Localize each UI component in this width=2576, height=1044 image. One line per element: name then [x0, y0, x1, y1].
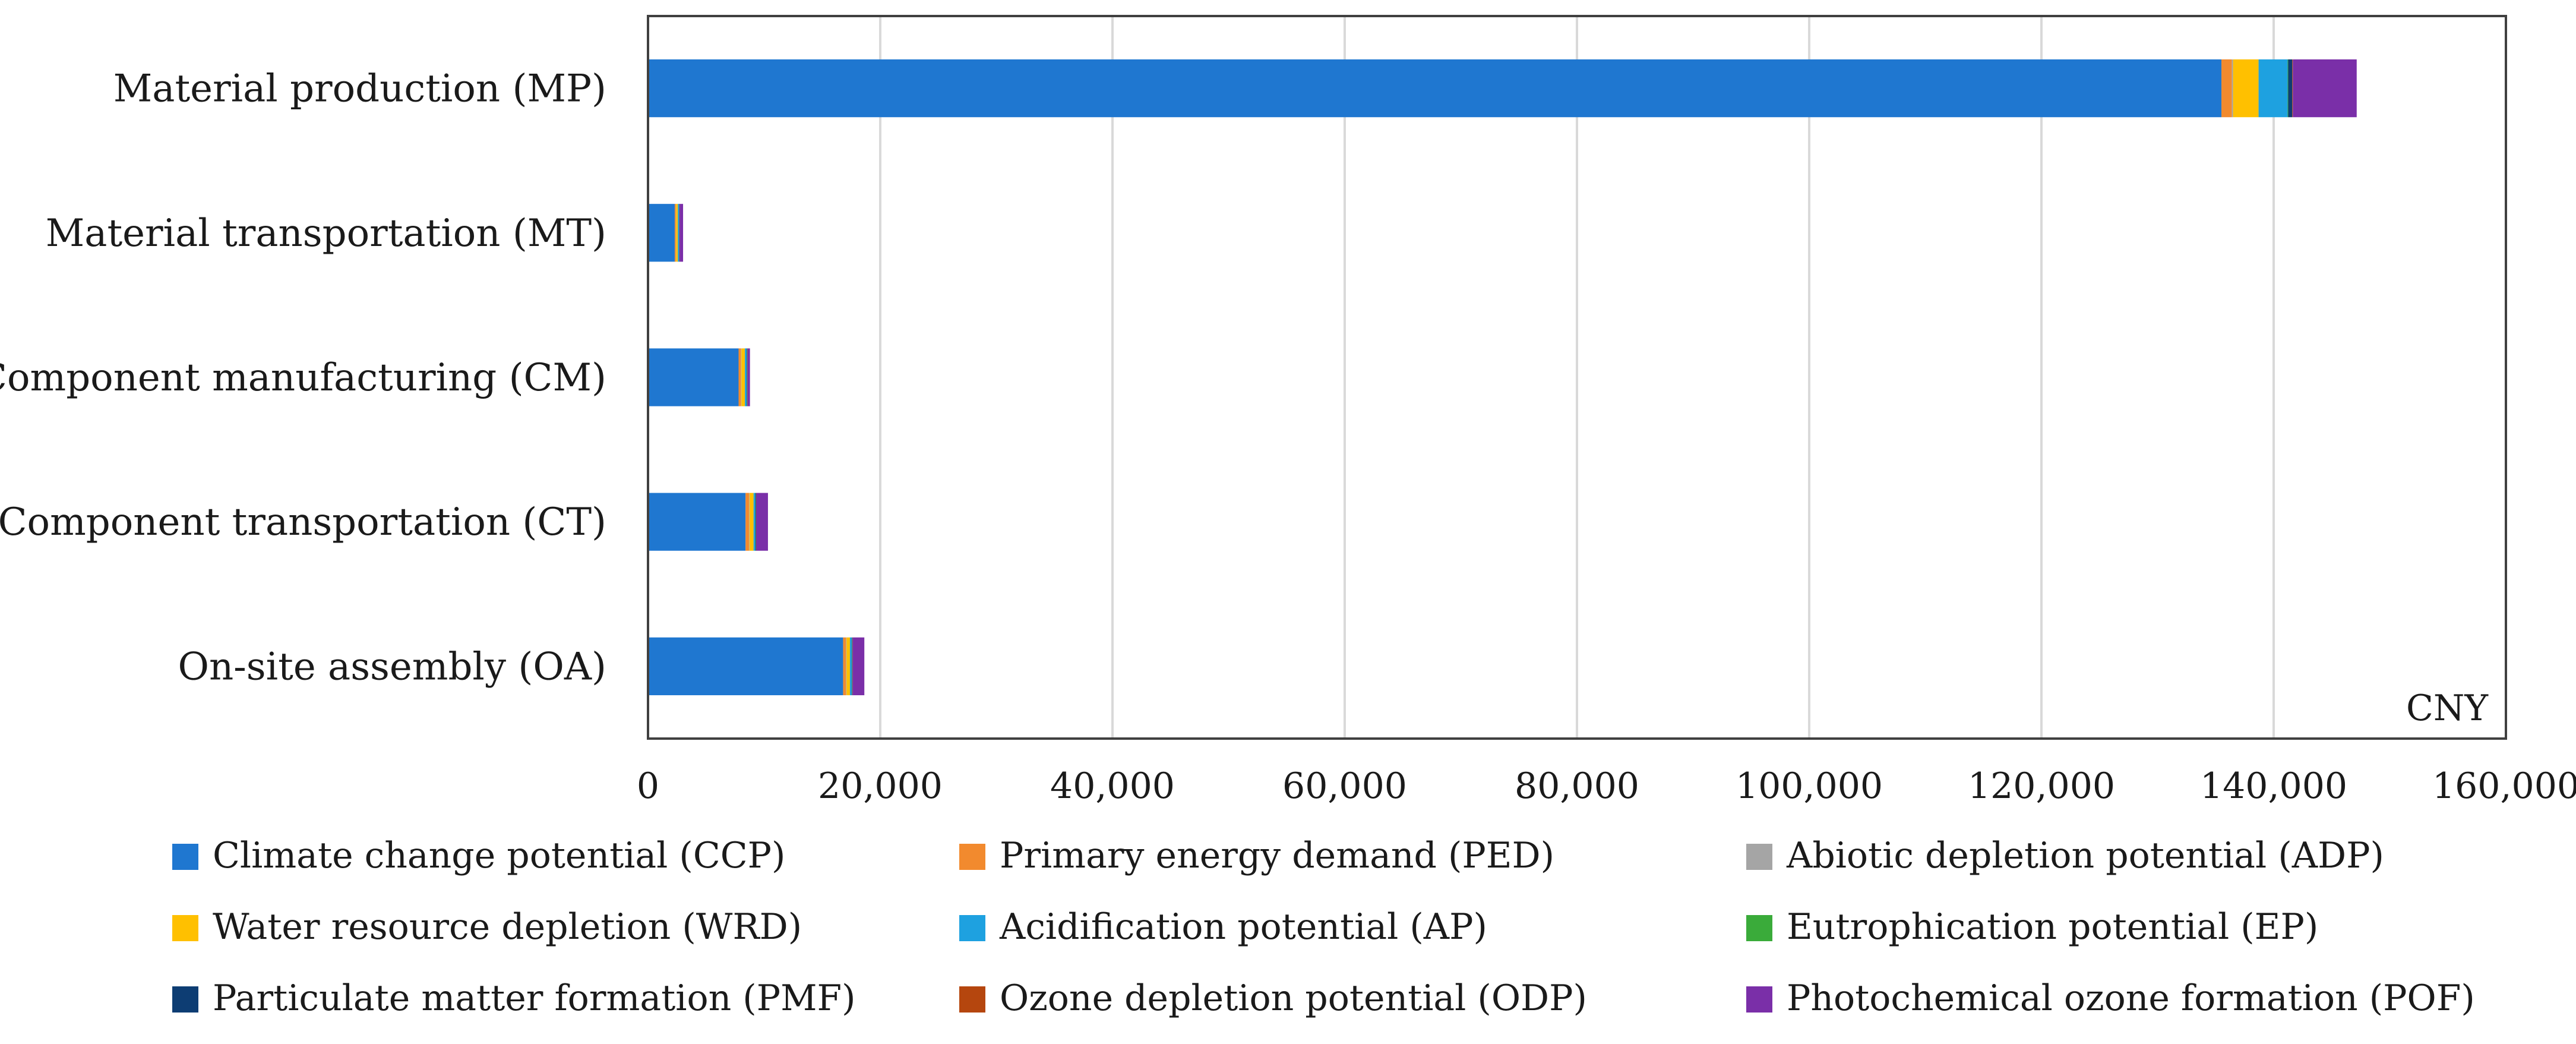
- bar-segment: [648, 348, 738, 406]
- legend-label: Primary energy demand (PED): [1000, 835, 1554, 876]
- bar-segment: [745, 493, 749, 551]
- bar-segment: [748, 348, 750, 406]
- legend-label: Particulate matter formation (PMF): [213, 977, 856, 1019]
- legend: Climate change potential (CCP) Primary en…: [172, 835, 2475, 1019]
- category-label: On-site assembly (OA): [178, 645, 606, 689]
- bar-segment: [676, 204, 678, 261]
- legend-swatch: [1746, 986, 1772, 1013]
- x-tick-label: 160,000: [2432, 765, 2576, 807]
- legend-swatch: [1746, 844, 1772, 870]
- x-axis-tick-labels: 0 20,000 40,000 60,000 80,000 100,000 120,000 1…: [637, 765, 2576, 807]
- legend-label: Acidification potential (AP): [999, 906, 1487, 948]
- x-tick-label: 120,000: [1968, 765, 2115, 807]
- bar-segment: [675, 204, 676, 261]
- category-labels: Material production (MP) Material transpo…: [0, 67, 606, 689]
- bars: [648, 59, 2357, 695]
- x-tick-label: 20,000: [818, 765, 943, 807]
- bar-segment: [754, 493, 756, 551]
- bar-segment: [2287, 59, 2288, 117]
- legend-label: Water resource depletion (WRD): [213, 906, 802, 948]
- bar-segment: [679, 204, 683, 261]
- legend-label: Photochemical ozone formation (POF): [1787, 977, 2475, 1019]
- category-label: Material transportation (MT): [46, 212, 606, 256]
- bar-segment: [843, 638, 846, 695]
- bar-segment: [738, 348, 741, 406]
- legend-swatch: [959, 844, 985, 870]
- x-tick-label: 0: [637, 765, 659, 807]
- bar-segment: [850, 638, 852, 695]
- bar-segment: [853, 638, 865, 695]
- bar-segment: [749, 493, 750, 551]
- bar-segment: [750, 493, 754, 551]
- bar-segment: [846, 638, 850, 695]
- gridlines: [880, 16, 2274, 739]
- category-label: Component transportation (CT): [0, 500, 606, 544]
- x-tick-label: 80,000: [1515, 765, 1639, 807]
- x-tick-label: 60,000: [1282, 765, 1407, 807]
- legend-swatch: [959, 986, 985, 1013]
- bar-segment: [648, 638, 843, 695]
- bar-segment: [2233, 59, 2259, 117]
- bar-segment: [2221, 59, 2232, 117]
- bar-segment: [2259, 59, 2288, 117]
- legend-swatch: [1746, 915, 1772, 941]
- x-tick-label: 140,000: [2200, 765, 2347, 807]
- bar-segment: [2288, 59, 2292, 117]
- x-tick-label: 100,000: [1736, 765, 1883, 807]
- bar-segment: [745, 348, 747, 406]
- legend-swatch: [172, 844, 198, 870]
- legend-label: Ozone depletion potential (ODP): [1000, 977, 1587, 1019]
- bar-segment: [756, 493, 768, 551]
- legend-swatch: [172, 986, 198, 1013]
- legend-label: Abiotic depletion potential (ADP): [1786, 835, 2384, 876]
- legend-label: Eutrophication potential (EP): [1787, 906, 2318, 948]
- bar-segment: [648, 59, 2221, 117]
- bar-segment: [648, 493, 745, 551]
- x-tick-label: 40,000: [1050, 765, 1175, 807]
- legend-swatch: [172, 915, 198, 941]
- bar-segment: [2292, 59, 2293, 117]
- bar-segment: [741, 348, 745, 406]
- category-label: Material production (MP): [113, 67, 606, 111]
- bar-segment: [2293, 59, 2357, 117]
- unit-label: CNY: [2406, 687, 2489, 729]
- bar-segment: [648, 204, 675, 261]
- bar-segment: [2232, 59, 2233, 117]
- bar-segment: [678, 204, 679, 261]
- legend-label: Climate change potential (CCP): [213, 835, 785, 876]
- category-label: Component manufacturing (CM): [0, 356, 606, 400]
- legend-swatch: [959, 915, 985, 941]
